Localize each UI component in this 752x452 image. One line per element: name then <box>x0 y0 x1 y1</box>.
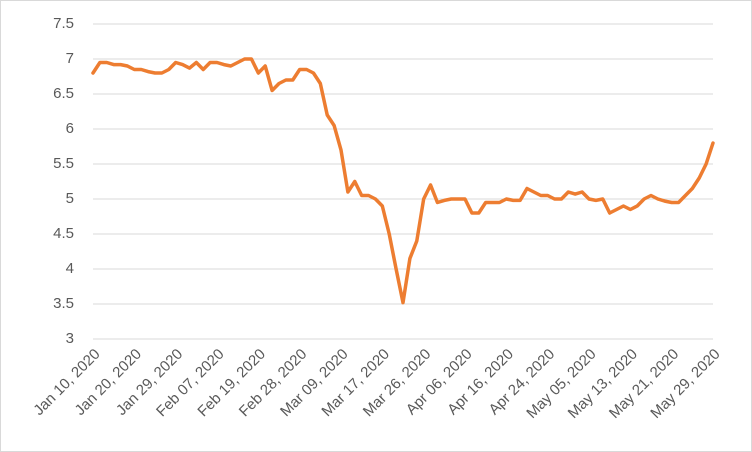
y-tick-label: 4.5 <box>53 225 74 242</box>
data-line <box>91 57 715 305</box>
y-tick-label: 3 <box>66 330 74 347</box>
y-tick-label: 5.5 <box>53 155 74 172</box>
y-tick-label: 6 <box>66 120 74 137</box>
y-tick-label: 4 <box>66 260 74 277</box>
y-tick-label: 6.5 <box>53 85 74 102</box>
y-tick-label: 5 <box>66 190 74 207</box>
y-tick-label: 7 <box>66 50 74 67</box>
y-tick-label: 7.5 <box>53 15 74 32</box>
y-tick-label: 3.5 <box>53 295 74 312</box>
